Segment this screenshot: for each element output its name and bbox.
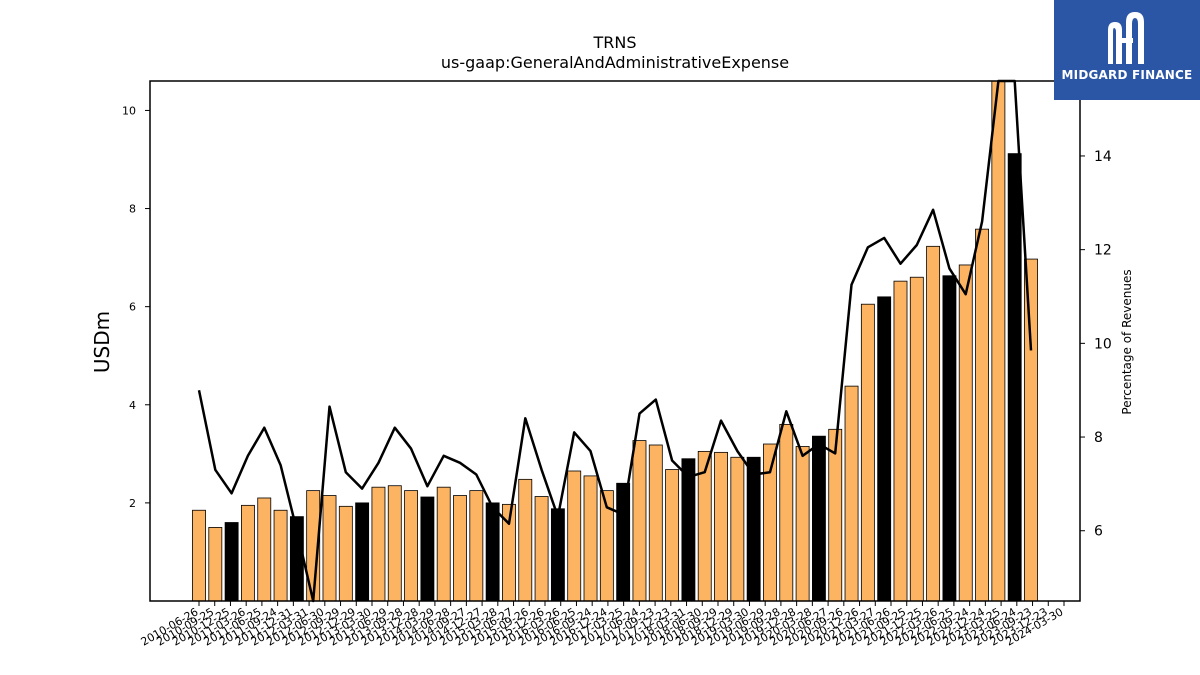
bar (469, 490, 484, 602)
bar (583, 475, 598, 602)
bar (795, 446, 810, 602)
bar (926, 245, 941, 602)
bar (322, 495, 337, 602)
bar (909, 276, 924, 602)
bar (632, 440, 647, 602)
bar (241, 504, 255, 602)
bar (404, 490, 419, 602)
bar (273, 509, 288, 602)
bar (208, 527, 223, 602)
bar (730, 456, 745, 602)
bar (665, 469, 680, 602)
bar (257, 497, 272, 602)
y-tick-label: 8 (129, 203, 136, 216)
bar (453, 495, 467, 602)
bar (224, 522, 239, 602)
bar (436, 486, 451, 602)
bar (991, 80, 1006, 602)
bar (811, 435, 826, 602)
percent-line-series (197, 79, 1033, 603)
bar (958, 264, 973, 602)
y-axis-label: USDm (90, 311, 114, 373)
bar (550, 508, 565, 602)
plot-frame (149, 80, 1081, 602)
bar (371, 486, 386, 602)
y2-tick-label: 10 (1094, 336, 1112, 352)
bar (860, 303, 875, 602)
midgard-logo-icon (1108, 12, 1144, 64)
y2-tick-label: 12 (1094, 243, 1112, 259)
bar (355, 502, 370, 602)
y-tick-label: 6 (129, 301, 136, 314)
bar (387, 485, 402, 602)
chart-title: TRNS (592, 33, 636, 52)
bar (648, 444, 663, 602)
bar (338, 505, 353, 602)
bar (975, 228, 989, 602)
y2-axis-label: Percentage of Revenues (1120, 269, 1134, 414)
bar (714, 451, 728, 602)
axes: 246810681012142010-06-262010-09-252010-1… (122, 80, 1112, 649)
bar (420, 496, 435, 602)
bar (192, 509, 206, 602)
y2-tick-label: 14 (1094, 149, 1112, 165)
y-tick-label: 2 (129, 497, 136, 510)
bar (485, 502, 500, 602)
bar (616, 482, 631, 602)
bar (844, 385, 859, 602)
bar (893, 280, 908, 602)
bar (1024, 258, 1038, 602)
bar (877, 296, 892, 602)
bar (518, 478, 533, 602)
y2-tick-label: 8 (1094, 430, 1103, 446)
bar (534, 496, 549, 602)
bar (1007, 153, 1022, 602)
bar (681, 458, 696, 602)
bar (942, 275, 957, 602)
y-tick-label: 10 (122, 104, 136, 117)
percent-line (197, 79, 1033, 603)
chart-subtitle: us-gaap:GeneralAndAdministrativeExpense (441, 53, 789, 72)
y-tick-label: 4 (129, 399, 136, 412)
bar (779, 423, 794, 602)
brand-name: MIDGARD FINANCE (1061, 68, 1193, 82)
bar (567, 470, 582, 602)
y2-tick-label: 6 (1094, 524, 1103, 540)
brand-logo: MIDGARD FINANCE (1054, 0, 1200, 100)
bar (746, 456, 761, 602)
bar (828, 428, 843, 602)
